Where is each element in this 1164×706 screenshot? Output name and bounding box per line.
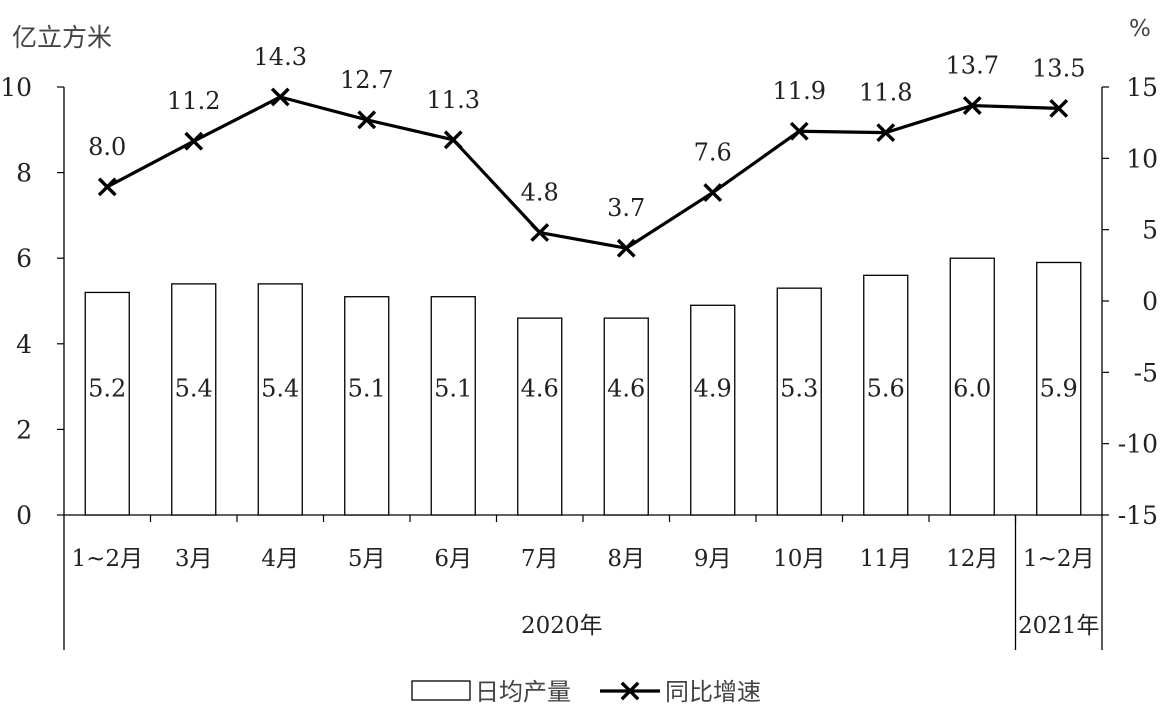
x-axis-groups: 2020年 2021年 <box>521 515 1100 650</box>
bar-value-label: 4.9 <box>694 375 732 403</box>
legend-bar-swatch <box>411 680 471 701</box>
x-tick-label: 5月 <box>348 546 386 572</box>
bar-value-label: 5.9 <box>1040 375 1078 403</box>
right-tick-label: 15 <box>1126 73 1158 102</box>
bar-value-label: 5.4 <box>261 375 299 403</box>
legend-line-marker <box>620 681 640 701</box>
bar-value-label: 5.6 <box>867 375 905 403</box>
bar-value-label: 5.1 <box>434 375 472 403</box>
growth-marker <box>962 96 982 115</box>
x-tick-label: 3月 <box>175 546 213 572</box>
right-tick-label: 0 <box>1142 287 1158 316</box>
growth-value-label: 12.7 <box>340 66 393 94</box>
x-tick-label: 10月 <box>773 546 825 572</box>
right-ticks: -15 -10 -5 0 5 10 15 <box>1102 73 1158 530</box>
legend: 日均产量 同比增速 <box>411 678 761 706</box>
left-tick-label: 0 <box>16 501 32 530</box>
bar <box>517 317 563 516</box>
growth-marker <box>357 110 377 130</box>
x-tick-label: 11月 <box>860 546 912 572</box>
growth-marker <box>443 130 463 150</box>
growth-marker <box>616 238 636 258</box>
growth-marker <box>270 87 290 107</box>
left-tick-label: 8 <box>16 159 32 188</box>
bar-series: 5.2 5.4 5.4 5.1 5.1 4.6 4.6 4.9 5.3 5.6 6.0 5.9 <box>84 257 1082 516</box>
bar <box>84 291 130 516</box>
bar-value-label: 5.2 <box>88 375 126 403</box>
x-tick-label: 9月 <box>694 546 732 572</box>
growth-value-label: 11.8 <box>859 79 912 107</box>
right-tick-label: -5 <box>1134 358 1158 387</box>
x-tick-label: 4月 <box>261 546 299 572</box>
bar-value-label: 5.1 <box>348 375 386 403</box>
bar <box>430 296 476 516</box>
growth-value-label: 8.0 <box>88 133 126 161</box>
growth-value-label: 4.8 <box>521 179 559 207</box>
growth-marker <box>876 123 896 143</box>
left-tick-label: 6 <box>16 244 32 273</box>
x-tick-label: 1~2月 <box>1023 546 1095 572</box>
bar <box>1036 261 1082 516</box>
bar <box>171 283 217 516</box>
left-tick-label: 10 <box>0 73 32 102</box>
left-tick-label: 2 <box>16 415 32 444</box>
x-tick-label: 7月 <box>521 546 559 572</box>
legend-bar-label: 日均产量 <box>475 678 571 706</box>
right-axis-unit: % <box>1129 16 1151 42</box>
right-tick-label: 10 <box>1126 144 1158 173</box>
bar <box>949 257 995 516</box>
growth-line <box>106 95 1059 250</box>
x-group-label: 2020年 <box>521 613 603 639</box>
growth-marker <box>789 121 809 141</box>
x-group-label: 2021年 <box>1018 613 1100 639</box>
growth-marker <box>530 223 550 242</box>
left-axis-unit: 亿立方米 <box>12 23 112 52</box>
growth-marker <box>703 183 723 202</box>
growth-value-label: 11.3 <box>427 86 480 114</box>
bar-value-label: 5.3 <box>780 375 818 403</box>
bar-value-label: 5.4 <box>175 375 213 403</box>
bar <box>863 274 909 516</box>
right-tick-label: 5 <box>1142 216 1158 245</box>
growth-value-label: 13.5 <box>1032 54 1085 82</box>
growth-value-label: 13.7 <box>946 52 999 80</box>
right-tick-label: -15 <box>1118 501 1158 530</box>
bar <box>344 296 390 516</box>
bar <box>603 317 649 516</box>
bar <box>776 287 822 516</box>
growth-value-label: 7.6 <box>694 139 732 167</box>
left-ticks: 0 2 4 6 8 10 <box>0 73 1017 530</box>
left-tick-label: 4 <box>16 330 32 359</box>
bar <box>257 283 303 516</box>
bar <box>690 304 736 516</box>
x-tick-label: 6月 <box>434 546 472 572</box>
growth-value-label: 14.3 <box>254 43 307 71</box>
x-tick-label: 12月 <box>946 546 998 572</box>
growth-value-label: 11.9 <box>773 77 826 105</box>
right-tick-label: -10 <box>1118 430 1158 459</box>
bar-value-label: 4.6 <box>607 375 645 403</box>
growth-marker <box>97 177 117 197</box>
growth-value-label: 3.7 <box>607 194 645 222</box>
growth-value-label: 11.2 <box>167 87 220 115</box>
legend-line-label: 同比增速 <box>665 678 761 706</box>
growth-marker <box>184 131 204 151</box>
bar-value-label: 4.6 <box>521 375 559 403</box>
line-series: 8.0 11.2 14.3 12.7 11.3 4.8 3.7 7.6 11.9 11.8 13.7… <box>88 43 1085 258</box>
x-axis-labels: 1~2月 3月 4月 5月 6月 7月 8月 9月 10月 11月 12月 1~2月 <box>71 546 1094 572</box>
bar-value-label: 6.0 <box>953 375 991 403</box>
growth-marker <box>1049 98 1069 118</box>
x-tick-label: 1~2月 <box>71 546 143 572</box>
x-tick-label: 8月 <box>607 546 645 572</box>
